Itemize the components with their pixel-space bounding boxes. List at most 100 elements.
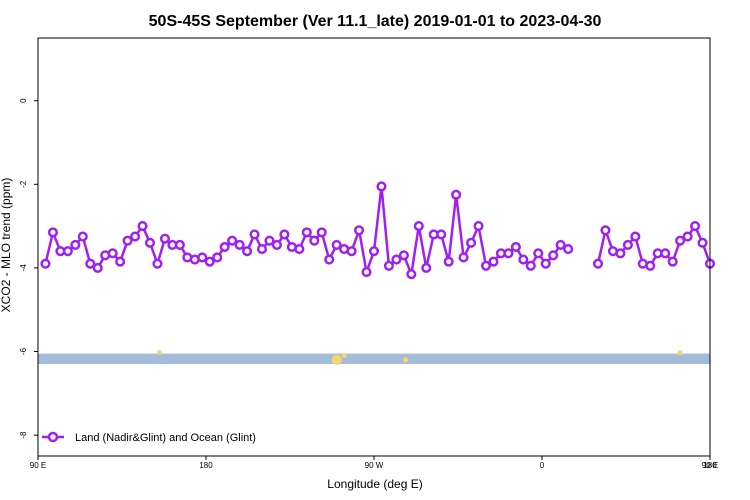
- land-marker: [403, 357, 409, 363]
- data-point: [391, 254, 402, 265]
- data-point: [212, 252, 223, 263]
- data-point: [92, 262, 103, 273]
- data-point: [204, 256, 215, 267]
- data-point: [675, 235, 686, 246]
- land-band: [38, 353, 710, 365]
- data-point: [234, 239, 245, 250]
- data-point: [354, 225, 365, 236]
- data-point: [122, 235, 133, 246]
- data-point: [645, 260, 656, 271]
- data-point: [525, 260, 536, 271]
- plot-area: [38, 181, 716, 365]
- data-point: [137, 221, 148, 232]
- data-point: [346, 246, 357, 257]
- data-point: [383, 260, 394, 271]
- data-point: [294, 244, 305, 255]
- data-point: [242, 246, 253, 257]
- data-point: [219, 241, 230, 253]
- x-tick-label: 0: [540, 461, 545, 470]
- data-point: [503, 248, 514, 259]
- data-point: [563, 244, 574, 255]
- x-tick-label: 90 E: [702, 461, 718, 470]
- y-axis-label: XCO2 - MLO trend (ppm): [0, 178, 13, 313]
- data-point: [368, 246, 380, 257]
- data-point: [227, 235, 238, 246]
- data-point: [667, 256, 678, 267]
- data-point: [436, 229, 447, 240]
- data-point: [85, 258, 96, 269]
- data-point: [466, 237, 477, 248]
- data-point: [600, 225, 611, 236]
- data-point: [40, 258, 51, 269]
- data-point: [480, 260, 492, 271]
- land-marker: [677, 350, 683, 356]
- data-point: [690, 221, 701, 232]
- data-point: [316, 227, 327, 238]
- x-tick-label: 90 W: [365, 461, 384, 470]
- data-point: [376, 181, 387, 192]
- data-point: [622, 239, 633, 250]
- series-line: [596, 224, 712, 268]
- data-point: [398, 250, 409, 261]
- x-tick-label: 90 E: [30, 461, 46, 470]
- data-point: [540, 258, 551, 269]
- data-point: [279, 229, 290, 240]
- data-point: [458, 252, 469, 263]
- data-point: [144, 237, 156, 248]
- data-point: [115, 256, 126, 267]
- land-marker: [331, 354, 342, 365]
- x-axis-label: Longitude (deg E): [327, 477, 422, 491]
- data-point: [47, 227, 58, 238]
- data-point: [197, 252, 208, 263]
- y-tick-label: -2: [19, 180, 28, 188]
- data-point: [660, 248, 671, 259]
- data-point: [331, 239, 342, 250]
- y-tick-label: -4: [19, 264, 28, 272]
- data-point: [249, 229, 260, 240]
- data-point: [548, 250, 559, 261]
- data-point: [555, 239, 566, 250]
- data-point: [488, 256, 499, 267]
- data-point: [264, 235, 275, 246]
- land-marker: [156, 349, 162, 355]
- land-marker: [341, 353, 347, 359]
- y-tick-label: 0: [19, 98, 28, 103]
- data-point: [682, 231, 693, 242]
- data-point: [443, 256, 454, 267]
- data-point: [510, 241, 521, 253]
- data-point: [107, 248, 118, 259]
- data-point: [592, 258, 604, 269]
- data-point: [130, 231, 141, 242]
- legend-label: Land (Nadir&Glint) and Ocean (Glint): [75, 432, 256, 444]
- data-point: [70, 239, 81, 250]
- data-point: [159, 233, 170, 244]
- chart-title: 50S-45S September (Ver 11.1_late) 2019-0…: [149, 13, 602, 30]
- data-point: [630, 231, 641, 242]
- data-point: [361, 267, 372, 278]
- data-point: [533, 248, 544, 259]
- data-point: [62, 246, 73, 257]
- data-point: [324, 254, 335, 265]
- x-tick-label: 180: [199, 461, 213, 470]
- data-point: [77, 231, 88, 242]
- data-point: [271, 239, 282, 250]
- data-point: [518, 254, 529, 265]
- y-tick-label: -6: [19, 347, 28, 355]
- legend: Land (Nadir&Glint) and Ocean (Glint): [42, 431, 256, 444]
- data-point: [301, 227, 312, 238]
- data-point: [697, 237, 708, 248]
- data-point: [615, 248, 626, 259]
- data-point: [152, 258, 163, 269]
- x-tick-label: 180: [703, 461, 717, 470]
- data-point: [256, 244, 268, 255]
- data-point: [451, 189, 462, 200]
- data-point: [406, 269, 417, 280]
- y-tick-label: -8: [19, 431, 28, 439]
- data-point: [421, 262, 432, 273]
- data-point: [413, 221, 424, 232]
- data-point: [309, 235, 320, 246]
- data-point: [174, 239, 185, 250]
- legend-marker-swatch: [47, 431, 59, 443]
